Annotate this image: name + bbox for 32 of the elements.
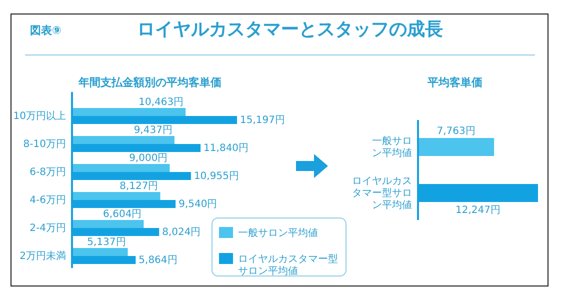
text: 図表⑨ bbox=[30, 24, 62, 36]
y-tick-label: 4-6万円 bbox=[30, 194, 66, 206]
bar bbox=[72, 108, 186, 116]
y-tick-label: 6-8万円 bbox=[30, 166, 66, 178]
bar bbox=[72, 248, 128, 256]
data-label: 5,864円 bbox=[138, 254, 178, 266]
data-label: 9,540円 bbox=[178, 198, 218, 210]
data-label: 5,137円 bbox=[87, 236, 126, 248]
bar bbox=[72, 192, 160, 200]
y-tick-label: 8-10万円 bbox=[23, 138, 66, 150]
text: ロイヤルカスタマーとスタッフの成長 bbox=[137, 18, 443, 40]
y-tick-label: 2万円未満 bbox=[20, 250, 66, 262]
data-label: 10,955円 bbox=[194, 170, 239, 182]
bar bbox=[72, 220, 144, 228]
data-label: 15,197円 bbox=[240, 114, 285, 126]
data-label: 10,463円 bbox=[138, 96, 184, 108]
legend-label: ロイヤルカスタマー型サロン平均値 bbox=[238, 252, 338, 276]
bar bbox=[72, 164, 170, 172]
legend-label: 一般サロン平均値 bbox=[238, 226, 318, 238]
data-label: 11,840円 bbox=[204, 142, 249, 154]
bar bbox=[72, 136, 174, 144]
data-label: 8,127円 bbox=[120, 180, 158, 192]
data-label: 7,763円 bbox=[436, 126, 476, 136]
data-label: 9,437円 bbox=[134, 124, 172, 136]
data-label: 6,604円 bbox=[103, 208, 142, 220]
data-label: 9,000円 bbox=[129, 152, 168, 164]
data-label: 8,024円 bbox=[162, 226, 201, 238]
chart-title: 平均客単価 bbox=[426, 76, 482, 88]
y-tick-label: 10万円以上 bbox=[13, 110, 66, 122]
y-tick-label: 2-4万円 bbox=[30, 222, 66, 234]
chart-title: 年間支払金額別の平均客単価 bbox=[78, 76, 222, 88]
data-label: 12,247円 bbox=[456, 204, 500, 216]
